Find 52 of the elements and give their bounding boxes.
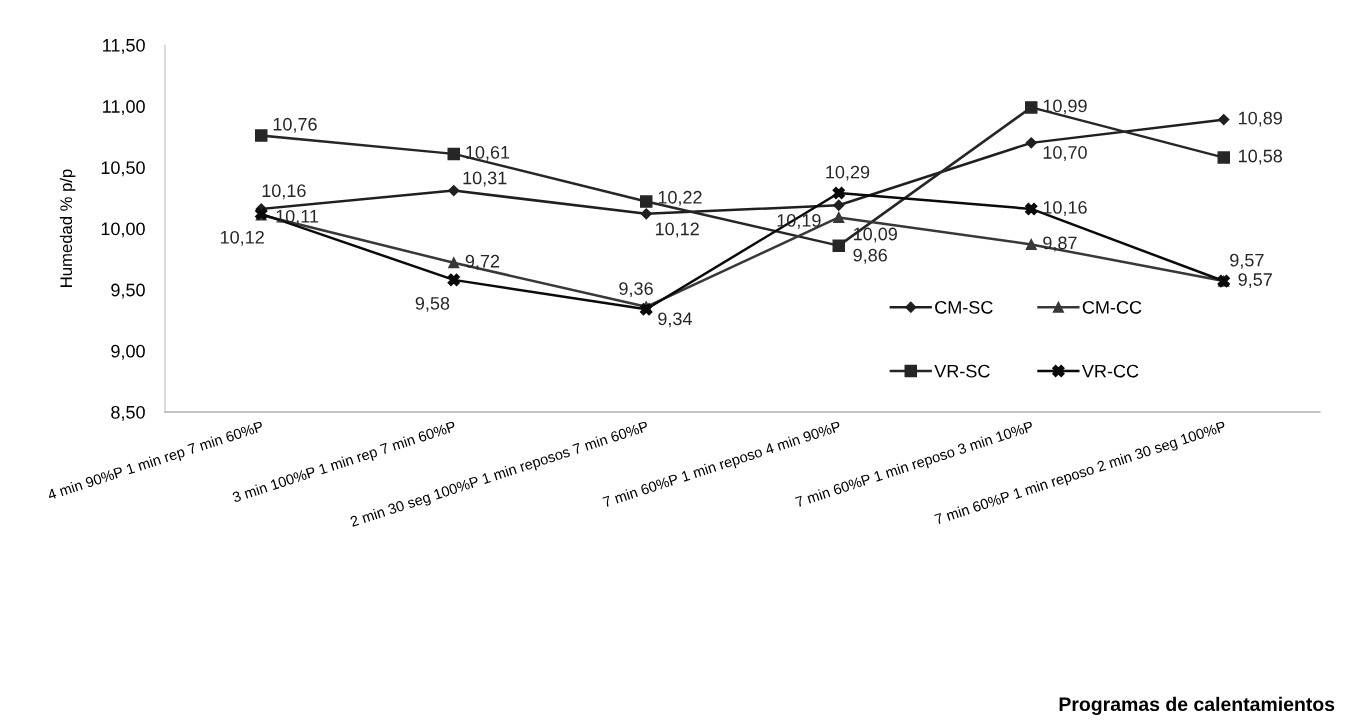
y-tick-label: 9,50	[111, 283, 145, 299]
data-label: 9,58	[415, 296, 450, 312]
data-label: 10,89	[1239, 111, 1282, 127]
data-label: 10,70	[1043, 146, 1087, 161]
legend-label: CM-SC	[935, 300, 993, 314]
point	[832, 239, 846, 252]
point	[1218, 114, 1230, 126]
data-label: 10,12	[220, 230, 264, 246]
point	[639, 195, 653, 208]
legend-label: CM-CC	[1082, 300, 1142, 314]
data-label: 9,57	[1230, 253, 1264, 269]
y-tick-label: 10,00	[101, 222, 145, 238]
data-label: 10,12	[655, 222, 699, 238]
legend-label: VR-CC	[1081, 364, 1139, 378]
point	[447, 147, 461, 161]
data-label: 9,34	[658, 312, 692, 328]
text: Programas de calentamientos	[1059, 696, 1335, 715]
point	[1024, 101, 1038, 114]
y-tick-label: 9,00	[111, 344, 145, 360]
point	[1217, 151, 1231, 164]
point	[254, 129, 268, 142]
data-label: 10,09	[854, 227, 897, 243]
data-label: 9,87	[1043, 236, 1077, 252]
point	[640, 208, 652, 220]
data-label: 9,57	[1238, 273, 1272, 289]
legend-label: VR-SC	[934, 364, 990, 378]
point	[1025, 238, 1037, 250]
data-label: 10,11	[276, 209, 319, 225]
point	[1025, 137, 1037, 149]
y-tick-label: 11,50	[103, 38, 145, 54]
point	[447, 273, 461, 287]
point	[448, 184, 460, 197]
point	[1024, 202, 1038, 216]
data-label: 10,16	[1043, 200, 1087, 216]
point	[832, 186, 846, 200]
data-label: 9,72	[465, 254, 500, 270]
y-tick-label: 10,50	[101, 161, 145, 177]
data-label: 10,76	[273, 117, 317, 133]
y-tick-label: 11,00	[103, 100, 145, 116]
data-label: 9,36	[619, 282, 653, 298]
data-label: 10,22	[658, 190, 702, 206]
data-label: 10,99	[1043, 99, 1087, 115]
y-axis-title: Humedad % p/p	[59, 169, 76, 287]
data-label: 10,16	[262, 184, 306, 200]
y-tick-label: 8,50	[111, 405, 145, 421]
data-label: 10,31	[463, 171, 507, 187]
point	[833, 211, 845, 224]
point	[448, 257, 460, 269]
point	[833, 199, 845, 211]
data-label: 10,29	[826, 165, 870, 181]
data-label: 9,86	[853, 248, 887, 264]
data-label: 10,58	[1239, 149, 1283, 165]
